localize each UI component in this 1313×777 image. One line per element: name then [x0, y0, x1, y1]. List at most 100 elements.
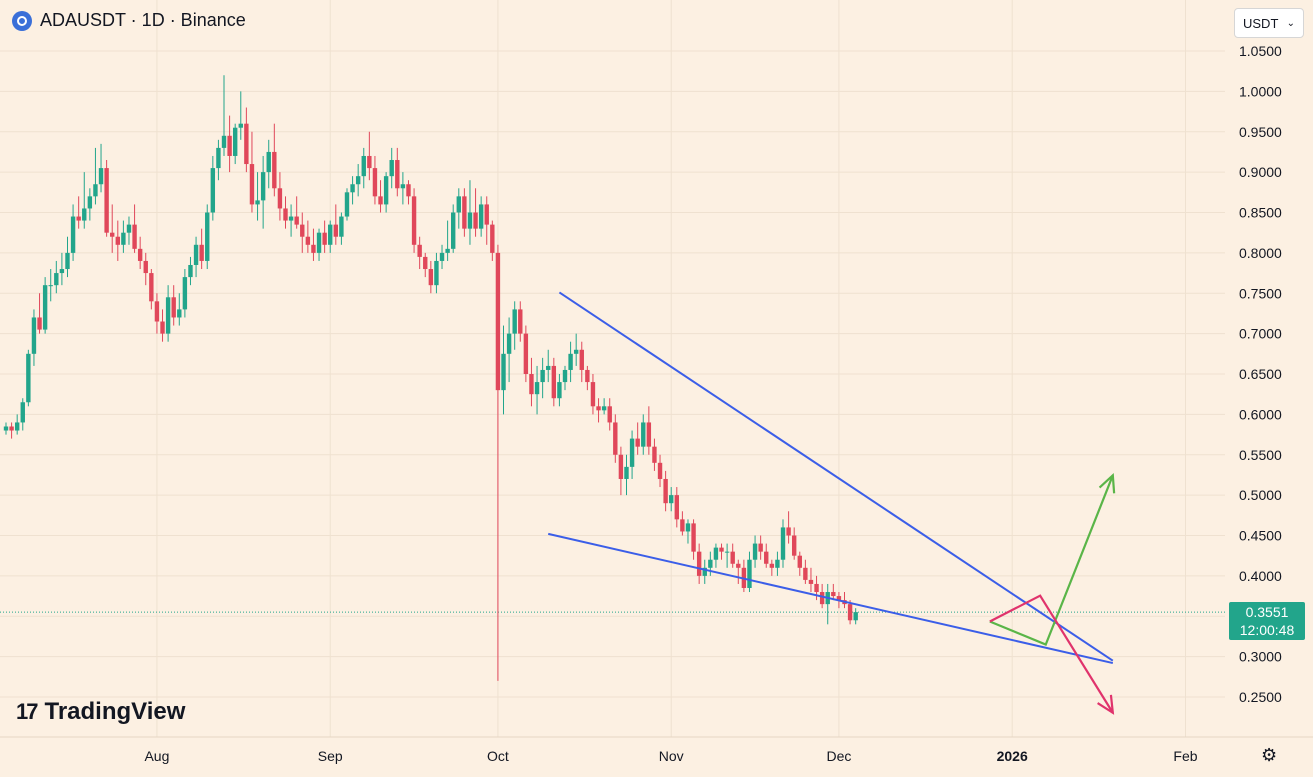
candle-body [378, 196, 383, 205]
candle-body [629, 438, 635, 467]
candle-body [182, 277, 188, 310]
candle-body [562, 369, 568, 383]
candle-body [210, 168, 216, 213]
candle-body [529, 374, 534, 395]
candle-body [149, 273, 154, 302]
time-tick-label: Oct [487, 748, 509, 764]
candle-body [719, 547, 724, 552]
candle-body [467, 212, 473, 229]
candle-body [495, 252, 501, 391]
candle-body [188, 264, 193, 278]
candle-body [110, 232, 115, 237]
candle-body [361, 155, 366, 177]
candle-body [411, 196, 417, 245]
candle-body [445, 248, 450, 253]
candle-body [37, 317, 42, 330]
candle-body [747, 559, 752, 588]
time-tick-label: Sep [318, 748, 343, 764]
candle-body [14, 422, 20, 431]
candle-body [322, 232, 327, 245]
candle-body [305, 236, 311, 245]
price-tick-label: 0.7500 [1239, 285, 1282, 301]
candle-body [160, 321, 165, 334]
candle-body [126, 224, 132, 233]
candle-body [428, 269, 434, 286]
candle-body [238, 123, 243, 128]
candle-body [534, 382, 540, 395]
candle-body [797, 555, 802, 568]
price-tick-label: 0.8500 [1239, 205, 1282, 221]
cardano-icon [12, 10, 32, 31]
candle-body [227, 135, 232, 156]
candle-body [423, 256, 428, 270]
tradingview-logo-text: TradingView [44, 698, 186, 725]
candle-body [311, 244, 316, 253]
candle-body [551, 365, 557, 399]
candle-body [618, 454, 624, 479]
price-tick-label: 0.9500 [1239, 124, 1282, 140]
candle-body [456, 196, 461, 213]
lower-wedge-line[interactable] [548, 532, 1114, 665]
tradingview-logo[interactable]: 17 TradingView [16, 698, 185, 726]
candle-body [724, 551, 730, 553]
settings-gear-icon[interactable]: ⚙ [1261, 745, 1278, 765]
price-tick-label: 0.9000 [1239, 164, 1282, 180]
candle-body [355, 176, 361, 185]
price-tick-label: 0.2500 [1239, 689, 1282, 705]
candle-body [266, 151, 271, 173]
candle-body [316, 232, 322, 253]
candle-body [383, 176, 389, 205]
candle-body [395, 160, 400, 189]
candle-body [590, 382, 596, 407]
price-tick-label: 1.0500 [1239, 43, 1282, 59]
candle-body [462, 196, 467, 229]
candle-body [59, 269, 65, 274]
price-tick-label: 0.5500 [1239, 447, 1282, 463]
candle-body [518, 309, 523, 334]
candle-body [853, 612, 858, 621]
time-tick-label: Feb [1173, 748, 1197, 764]
candle-body [775, 559, 780, 568]
currency-selector[interactable]: USDT ⌄ [1234, 8, 1304, 38]
candle-body [65, 252, 70, 270]
candle-body [814, 583, 819, 593]
time-tick-label: Aug [144, 748, 169, 764]
chart-title: ADAUSDT · 1D · Binance [12, 10, 246, 31]
candle-body [652, 446, 657, 463]
bullish-scenario[interactable] [989, 474, 1114, 646]
candle-body [121, 232, 126, 245]
candle-body [434, 260, 439, 286]
candle-body [3, 426, 9, 431]
upper-wedge-line[interactable] [558, 291, 1114, 662]
candle-body [819, 592, 825, 605]
candle-body [221, 135, 227, 148]
currency-label: USDT [1243, 15, 1279, 31]
candle-body [730, 551, 735, 564]
bullish-scenario-arrowhead [1098, 472, 1116, 494]
candle-body [177, 309, 182, 318]
candle-body [579, 349, 584, 370]
candle-body [439, 252, 445, 261]
candle-body [803, 567, 808, 580]
bearish-scenario[interactable] [989, 594, 1114, 714]
time-axis[interactable]: Aug Sep Oct Nov Dec 2026 Feb [0, 736, 1313, 764]
last-price-badge: 0.3551 12:00:48 [1229, 602, 1305, 640]
candle-body [501, 353, 506, 391]
candle-body [523, 333, 529, 374]
candle-body [669, 495, 674, 504]
chart-grid [0, 0, 1225, 737]
candle-body [702, 567, 707, 576]
symbol-label: ADAUSDT · 1D · Binance [40, 10, 246, 30]
candle-body [328, 224, 333, 245]
candle-body [646, 422, 652, 447]
candle-body [786, 527, 791, 536]
candle-body [272, 151, 277, 189]
drawings-layer[interactable] [548, 291, 1116, 715]
candle-body [836, 596, 842, 601]
candle-series [3, 75, 858, 681]
candle-body [333, 224, 339, 237]
candle-body [400, 184, 406, 189]
candle-body [696, 551, 702, 576]
candle-body [680, 519, 685, 532]
